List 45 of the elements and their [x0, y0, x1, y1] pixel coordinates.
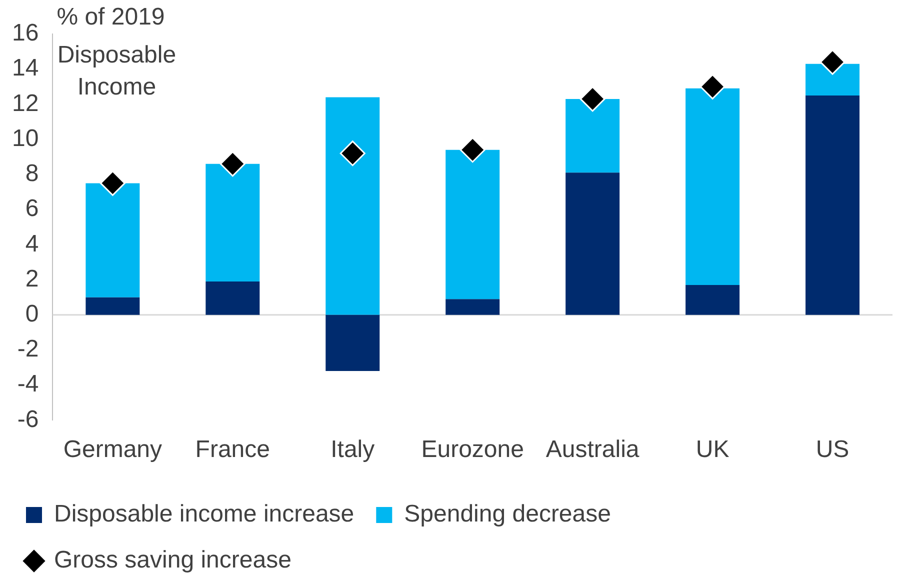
bar [326, 97, 380, 315]
bar [326, 314, 380, 372]
legend-label: Gross saving increase [54, 546, 292, 574]
point [700, 74, 726, 100]
bar [446, 299, 500, 315]
y-tick-label: 16 [12, 20, 39, 47]
bar [86, 297, 140, 315]
x-tick-label: UK [696, 436, 730, 464]
bar [806, 64, 860, 96]
bar [86, 183, 140, 298]
y-tick-label: 6 [25, 195, 39, 222]
y-tick-label: 0 [25, 300, 39, 328]
y-tick-label: 10 [12, 124, 39, 152]
point [580, 86, 606, 112]
annotation: Disposable Income [57, 42, 176, 101]
bar [446, 150, 500, 300]
bar [566, 98, 620, 173]
y-tick-label: 12 [12, 90, 39, 117]
x-tick-label: Australia [546, 436, 640, 464]
bar [566, 172, 620, 315]
point [220, 151, 246, 177]
legend-label: Spending decrease [404, 500, 611, 528]
point [340, 140, 366, 166]
point [820, 49, 846, 75]
bar [206, 282, 260, 315]
y-tick-label: 2 [25, 265, 39, 292]
y-tick-label: 4 [25, 230, 39, 258]
y-tick-label: -2 [17, 336, 39, 363]
bar [686, 88, 740, 286]
point [100, 170, 126, 196]
y-tick-label: -6 [17, 406, 39, 433]
y-tick-label: -4 [17, 370, 39, 398]
bar [206, 164, 260, 282]
y-tick-label: 14 [12, 54, 39, 82]
x-tick-label: Germany [63, 436, 162, 464]
y-tick-label: 8 [25, 160, 39, 188]
bar [806, 95, 860, 315]
y-axis-title: % of 2019 [56, 4, 165, 31]
legend-label: Disposable income increase [54, 500, 354, 528]
x-tick-label: US [816, 436, 850, 464]
x-tick-label: Italy [330, 436, 375, 464]
bar [686, 285, 740, 315]
x-tick-label: Eurozone [421, 436, 524, 464]
point [460, 137, 486, 163]
x-tick-label: France [195, 436, 270, 464]
